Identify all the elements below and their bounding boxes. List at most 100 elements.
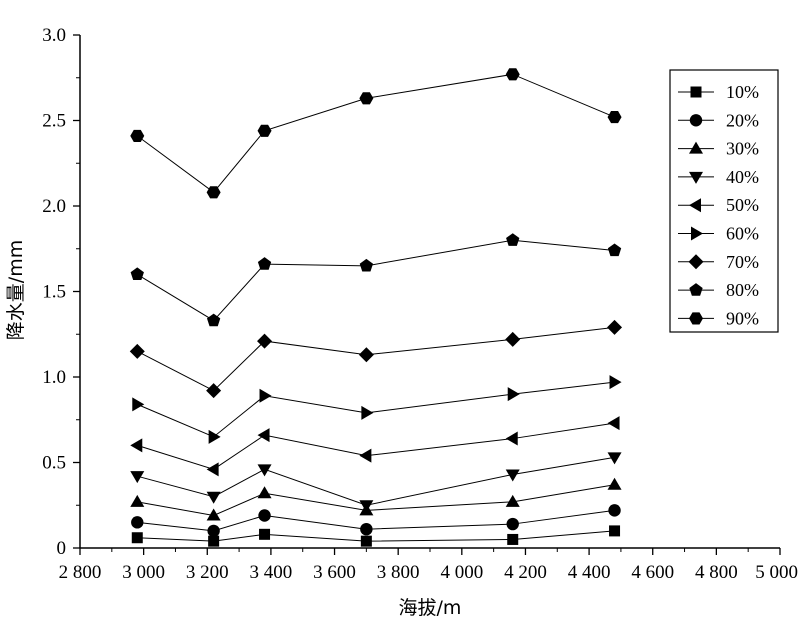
- data-point: [207, 524, 220, 538]
- y-tick-label: 1.0: [42, 367, 66, 388]
- data-point: [206, 508, 221, 521]
- x-axis-title: 海拔/m: [399, 597, 462, 619]
- series-30%: [130, 477, 622, 521]
- x-tick-label: 3 400: [250, 562, 293, 583]
- data-point: [359, 500, 374, 513]
- series-line: [137, 381, 615, 438]
- legend-marker: [691, 226, 703, 241]
- legend-marker: [689, 171, 703, 184]
- legend-label: 80%: [726, 280, 759, 300]
- legend-item: 90%: [678, 308, 759, 328]
- series-80%: [130, 233, 622, 327]
- data-point: [208, 429, 221, 444]
- data-point: [505, 331, 521, 347]
- series-40%: [130, 452, 622, 513]
- series-line: [137, 422, 615, 470]
- y-tick-label: 0: [57, 538, 67, 559]
- x-tick-label: 4 000: [440, 562, 483, 583]
- data-point: [505, 431, 518, 446]
- series-line: [137, 530, 615, 542]
- x-tick-label: 4 600: [631, 562, 674, 583]
- data-point: [359, 258, 374, 272]
- data-point: [208, 535, 220, 547]
- x-tick-label: 3 800: [377, 562, 420, 583]
- legend-marker: [690, 86, 702, 98]
- data-point: [131, 516, 144, 529]
- legend-label: 30%: [726, 139, 759, 159]
- data-point: [360, 535, 372, 547]
- data-point: [506, 233, 520, 246]
- data-point: [257, 428, 270, 443]
- data-point: [361, 405, 374, 420]
- y-tick-label: 2.0: [42, 196, 66, 217]
- x-tick-label: 4 800: [695, 562, 738, 583]
- data-point: [505, 68, 520, 81]
- legend-label: 90%: [726, 308, 759, 328]
- data-point: [130, 267, 144, 281]
- legend-item: 80%: [678, 280, 759, 300]
- data-point: [609, 375, 622, 390]
- y-tick-label: 0.5: [42, 453, 66, 474]
- data-point: [505, 469, 520, 482]
- series-20%: [131, 504, 621, 538]
- y-axis-title: 降水量/mm: [5, 240, 27, 340]
- data-point: [258, 509, 271, 522]
- data-point: [507, 533, 519, 545]
- y-ticks: 0 0.5 1.0 1.5 2.0 2.5 3.0: [42, 25, 80, 559]
- series-line: [137, 326, 615, 392]
- data-point: [257, 464, 272, 477]
- legend-item: 40%: [678, 167, 759, 187]
- data-point: [130, 494, 145, 507]
- legend-label: 20%: [726, 110, 759, 130]
- data-point: [259, 528, 271, 540]
- data-point: [257, 333, 273, 349]
- legend-marker: [689, 114, 703, 127]
- legend-marker: [688, 254, 704, 270]
- legend-label: 40%: [726, 167, 759, 187]
- x-ticks: 2 800 3 000 3 200 3 400 3 600 3 800 4 000 4 200…: [59, 548, 798, 583]
- legend-label: 60%: [726, 224, 759, 244]
- x-tick-label: 3 200: [186, 562, 229, 583]
- legend-label: 10%: [726, 82, 759, 102]
- series-10%: [131, 525, 621, 547]
- data-point: [360, 522, 373, 536]
- series-70%: [129, 319, 623, 399]
- data-point: [257, 486, 272, 499]
- data-point: [607, 452, 622, 465]
- series-50%: [130, 416, 620, 477]
- data-point: [131, 532, 143, 544]
- data-point: [132, 397, 145, 412]
- data-point: [257, 124, 272, 137]
- data-point: [206, 462, 219, 477]
- series-layer: [129, 68, 623, 547]
- data-point: [359, 92, 374, 105]
- legend-marker: [689, 283, 703, 296]
- series-60%: [132, 375, 622, 444]
- data-point: [206, 186, 221, 199]
- data-point: [130, 438, 143, 453]
- data-point: [607, 243, 622, 257]
- data-point: [506, 517, 519, 531]
- x-tick-label: 2 800: [59, 562, 102, 583]
- data-point: [607, 477, 622, 490]
- x-tick-label: 3 600: [313, 562, 356, 583]
- legend-item: 10%: [678, 82, 759, 102]
- data-point: [257, 257, 272, 270]
- data-point: [206, 313, 221, 327]
- series-line: [137, 239, 615, 322]
- data-point: [206, 383, 222, 399]
- data-point: [359, 448, 372, 463]
- legend: 10% 20% 30% 40% 50% 60% 70% 80% 90%: [669, 69, 779, 333]
- x-tick-label: 5 000: [755, 562, 798, 583]
- series-line: [137, 509, 615, 532]
- legend-item: 20%: [678, 110, 759, 130]
- data-point: [206, 491, 221, 504]
- y-tick-label: 1.5: [42, 282, 66, 303]
- data-point: [607, 416, 620, 431]
- data-point: [130, 129, 145, 142]
- legend-marker: [689, 198, 701, 213]
- data-point: [607, 319, 623, 335]
- series-line: [137, 456, 615, 506]
- legend-item: 30%: [678, 139, 759, 159]
